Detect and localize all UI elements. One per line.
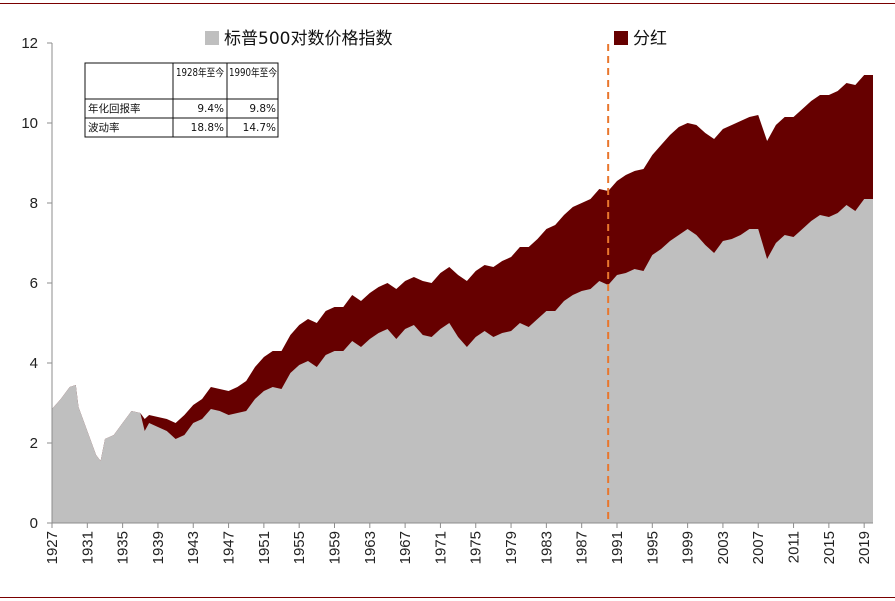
x-tick-label: 1935 [115, 531, 132, 564]
x-tick-label: 1995 [644, 531, 661, 564]
x-tick-label: 1947 [221, 531, 238, 564]
stats-table-header-1928: 1928年至今 [176, 66, 224, 79]
legend-swatch-price-index [205, 31, 219, 45]
chart-areas [52, 75, 873, 523]
stats-table-cell-vol-1928: 18.8% [191, 122, 224, 134]
stats-table-row-label-volatility: 波动率 [88, 121, 120, 134]
stats-table-header-1990: 1990年至今 [229, 66, 277, 79]
y-tick-label: 0 [30, 515, 38, 532]
x-tick-label: 2011 [786, 531, 803, 563]
x-tick-label: 1999 [680, 531, 697, 564]
x-tick-label: 1931 [79, 531, 96, 564]
x-axis-ticks: 1927 1931 1935 1939 1943 1947 1951 1955 1959 1963… [44, 523, 873, 564]
x-tick-label: 1927 [44, 531, 61, 564]
legend-label-dividend: 分红 [633, 29, 667, 49]
x-tick-label: 2019 [856, 531, 873, 564]
stats-table-cell-return-1990: 9.8% [249, 103, 276, 115]
x-tick-label: 1939 [150, 531, 167, 564]
x-tick-label: 1943 [185, 531, 202, 564]
y-tick-label: 4 [30, 355, 38, 372]
x-tick-label: 1979 [503, 531, 520, 564]
x-tick-label: 1967 [397, 531, 414, 564]
x-tick-label: 2003 [715, 531, 732, 564]
stats-table-cell-vol-1990: 14.7% [243, 122, 276, 134]
x-tick-label: 2007 [750, 531, 767, 564]
x-tick-label: 1963 [362, 531, 379, 564]
legend-label-price-index: 标普500对数价格指数 [224, 29, 392, 49]
y-tick-label: 6 [30, 275, 38, 292]
x-tick-label: 1983 [538, 531, 555, 564]
x-tick-label: 1971 [432, 531, 449, 564]
legend: 标普500对数价格指数 分红 [205, 29, 667, 49]
x-tick-label: 1991 [609, 531, 626, 564]
stats-table-cell-return-1928: 9.4% [197, 103, 224, 115]
y-axis-ticks: 0 2 4 6 8 10 12 [21, 35, 52, 532]
bottom-rule [0, 597, 895, 598]
x-tick-label: 1975 [468, 531, 485, 564]
y-tick-label: 10 [21, 115, 38, 132]
x-tick-label: 1959 [326, 531, 343, 564]
x-tick-label: 2015 [821, 531, 838, 564]
x-tick-label: 1987 [574, 531, 591, 564]
y-tick-label: 8 [30, 195, 38, 212]
stats-table-frame [84, 62, 279, 138]
x-tick-label: 1955 [291, 531, 308, 564]
x-tick-label: 1951 [256, 531, 273, 564]
area-series-0 [52, 199, 873, 523]
stats-table: 1928年至今 1990年至今 年化回报率 9.4% 9.8% 波动率 18.8… [84, 62, 279, 138]
y-tick-label: 2 [30, 435, 38, 452]
y-tick-label: 12 [21, 35, 38, 52]
stats-table-row-label-return: 年化回报率 [88, 102, 141, 115]
top-rule [0, 3, 895, 4]
legend-swatch-dividend [614, 31, 628, 45]
